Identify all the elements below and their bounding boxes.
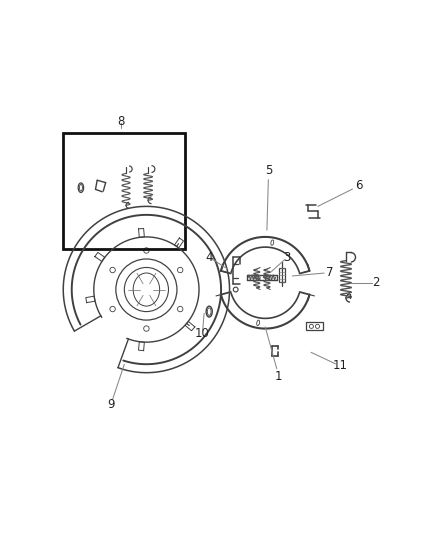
- Text: 3: 3: [283, 251, 291, 264]
- Text: 2: 2: [372, 276, 379, 289]
- Text: 7: 7: [326, 266, 333, 279]
- Text: 4: 4: [205, 251, 213, 264]
- Text: 6: 6: [355, 180, 362, 192]
- Text: 10: 10: [195, 327, 210, 340]
- Text: 8: 8: [117, 115, 125, 128]
- Text: 11: 11: [332, 359, 347, 373]
- Text: 1: 1: [275, 369, 283, 383]
- Bar: [63, 133, 185, 249]
- Text: 9: 9: [107, 399, 114, 411]
- Text: 5: 5: [265, 164, 272, 177]
- Bar: [306, 322, 323, 330]
- Bar: [279, 269, 285, 282]
